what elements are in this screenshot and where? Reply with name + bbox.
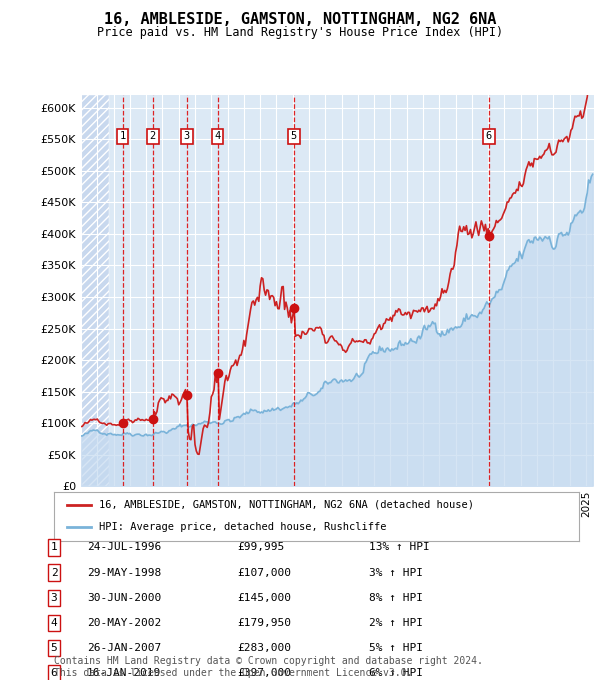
Text: 16-JAN-2019: 16-JAN-2019 xyxy=(87,668,161,678)
Text: £397,000: £397,000 xyxy=(237,668,291,678)
Text: £145,000: £145,000 xyxy=(237,593,291,602)
Text: 26-JAN-2007: 26-JAN-2007 xyxy=(87,643,161,653)
Text: £99,995: £99,995 xyxy=(237,543,284,552)
Text: 3% ↑ HPI: 3% ↑ HPI xyxy=(369,568,423,577)
Text: £179,950: £179,950 xyxy=(237,618,291,628)
Text: 4: 4 xyxy=(50,618,58,628)
Text: Price paid vs. HM Land Registry's House Price Index (HPI): Price paid vs. HM Land Registry's House … xyxy=(97,26,503,39)
Text: 1: 1 xyxy=(50,543,58,552)
Text: 30-JUN-2000: 30-JUN-2000 xyxy=(87,593,161,602)
Text: 2: 2 xyxy=(50,568,58,577)
Text: £283,000: £283,000 xyxy=(237,643,291,653)
Text: 6% ↑ HPI: 6% ↑ HPI xyxy=(369,668,423,678)
Text: 24-JUL-1996: 24-JUL-1996 xyxy=(87,543,161,552)
Text: 8% ↑ HPI: 8% ↑ HPI xyxy=(369,593,423,602)
Text: Contains HM Land Registry data © Crown copyright and database right 2024.
This d: Contains HM Land Registry data © Crown c… xyxy=(54,656,483,678)
Text: £107,000: £107,000 xyxy=(237,568,291,577)
Text: 2% ↑ HPI: 2% ↑ HPI xyxy=(369,618,423,628)
Text: 6: 6 xyxy=(50,668,58,678)
Text: 2: 2 xyxy=(149,131,156,141)
Text: 5: 5 xyxy=(50,643,58,653)
Text: 16, AMBLESIDE, GAMSTON, NOTTINGHAM, NG2 6NA (detached house): 16, AMBLESIDE, GAMSTON, NOTTINGHAM, NG2 … xyxy=(98,500,473,510)
Text: 20-MAY-2002: 20-MAY-2002 xyxy=(87,618,161,628)
Text: 5% ↑ HPI: 5% ↑ HPI xyxy=(369,643,423,653)
Text: 29-MAY-1998: 29-MAY-1998 xyxy=(87,568,161,577)
Text: 1: 1 xyxy=(119,131,126,141)
Text: 16, AMBLESIDE, GAMSTON, NOTTINGHAM, NG2 6NA: 16, AMBLESIDE, GAMSTON, NOTTINGHAM, NG2 … xyxy=(104,12,496,27)
Text: HPI: Average price, detached house, Rushcliffe: HPI: Average price, detached house, Rush… xyxy=(98,522,386,532)
Text: 13% ↑ HPI: 13% ↑ HPI xyxy=(369,543,430,552)
Text: 5: 5 xyxy=(291,131,297,141)
Text: 4: 4 xyxy=(215,131,221,141)
Text: 6: 6 xyxy=(486,131,492,141)
Text: 3: 3 xyxy=(184,131,190,141)
Text: 3: 3 xyxy=(50,593,58,602)
